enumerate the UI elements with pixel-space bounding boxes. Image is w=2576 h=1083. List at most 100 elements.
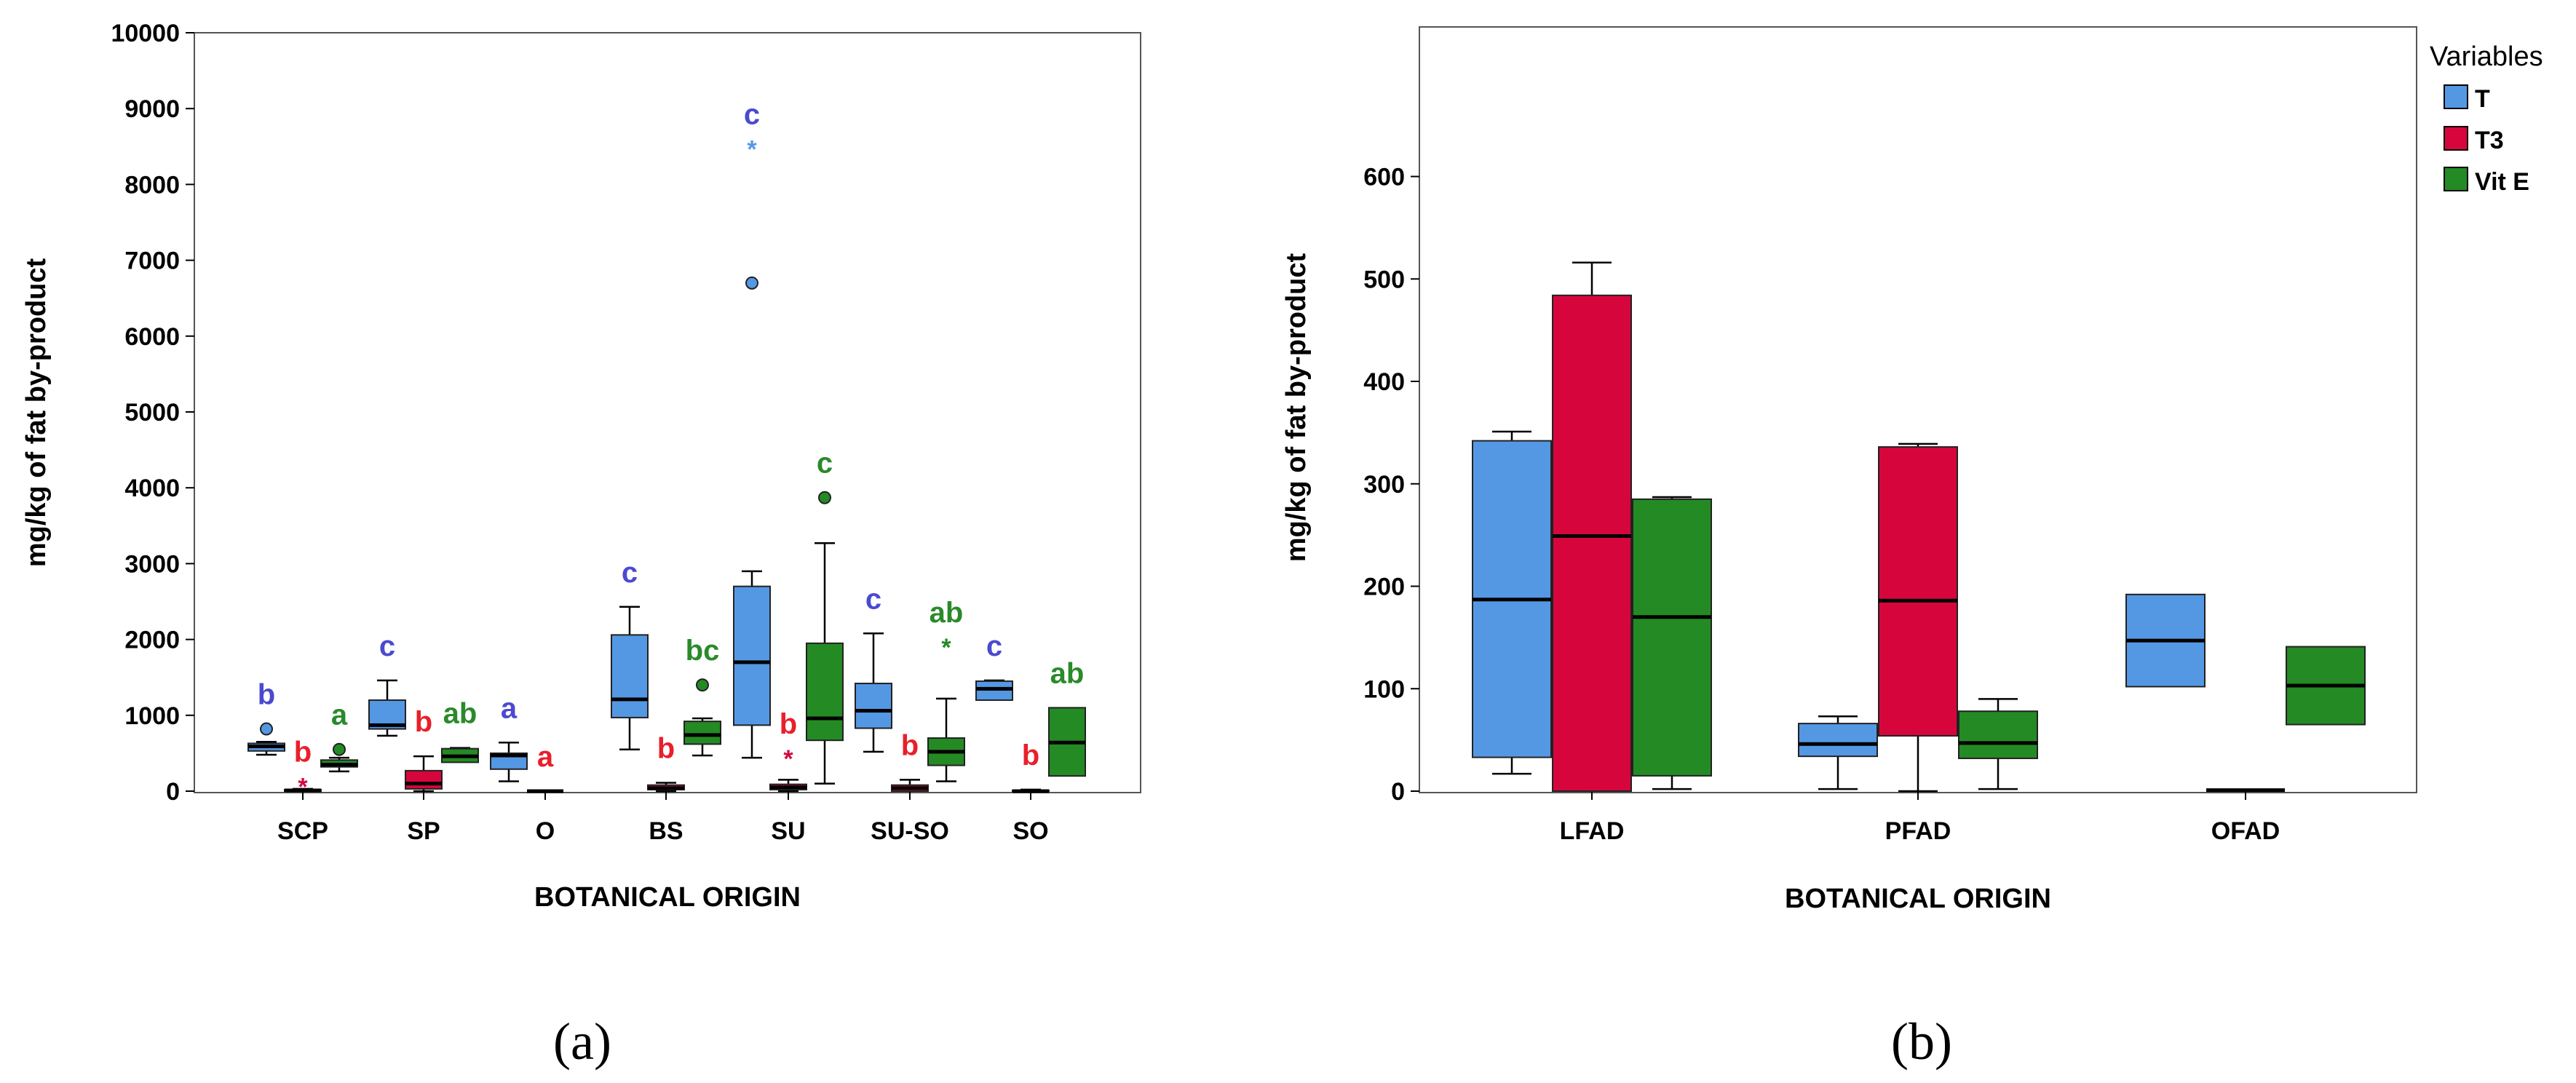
x-tick-label-o: O bbox=[536, 817, 555, 845]
legend-label-t: T bbox=[2475, 85, 2490, 113]
y-tick-label: 1000 bbox=[124, 702, 180, 730]
outlier-star: * bbox=[298, 774, 308, 801]
box-t3-bs: b bbox=[647, 733, 685, 793]
legend-title: Variables bbox=[2430, 41, 2543, 72]
box-body bbox=[1958, 710, 2038, 759]
significance-letter: b bbox=[780, 708, 797, 740]
box-t3-su-so: b bbox=[891, 729, 929, 792]
y-tick-label: 6000 bbox=[124, 323, 180, 351]
box-t-su: *c bbox=[733, 98, 771, 759]
y-tick-label: 5000 bbox=[124, 399, 180, 427]
significance-letter: a bbox=[331, 699, 348, 731]
significance-letter: c bbox=[744, 98, 760, 130]
box-t-o: a bbox=[490, 692, 528, 782]
y-tick-label: 10000 bbox=[111, 20, 180, 47]
x-tick-label-ofad: OFAD bbox=[2211, 817, 2280, 845]
box-t3-su: *b bbox=[769, 708, 807, 793]
box-body bbox=[1552, 294, 1632, 792]
significance-letter: c bbox=[622, 557, 638, 589]
panel-b-boxplot: 0 100 200 300 400 500 600 LFAD PFAD OFAD BOTANIC… bbox=[1281, 26, 2543, 1071]
outlier-circle bbox=[333, 742, 346, 756]
box-vit-e-bs: bc bbox=[683, 635, 721, 757]
panel-a-y-axis-label: mg/kg of fat by-product bbox=[21, 258, 52, 568]
panel-a-x-axis-label: BOTANICAL ORIGIN bbox=[534, 882, 801, 913]
box-t-pfad bbox=[1798, 715, 1878, 790]
panel-b-caption: (b) bbox=[1891, 1012, 1952, 1071]
y-tick-label: 3000 bbox=[124, 550, 180, 578]
significance-letter: b bbox=[1022, 739, 1039, 771]
box-t-scp: b bbox=[247, 679, 285, 756]
box-body bbox=[855, 683, 892, 729]
box-t3-so: b bbox=[1012, 739, 1050, 793]
significance-letter: b bbox=[415, 706, 432, 738]
significance-letter: b bbox=[294, 737, 312, 769]
y-tick-label: 0 bbox=[166, 778, 180, 806]
y-tick-label: 8000 bbox=[124, 171, 180, 199]
legend: Variables T T3 Vit E bbox=[2430, 41, 2543, 196]
box-vit-e-ofad bbox=[2286, 646, 2366, 726]
panel-b-x-ticks: LFAD PFAD OFAD bbox=[1560, 791, 2280, 845]
y-tick-label: 9000 bbox=[124, 95, 180, 123]
box-vit-e-pfad bbox=[1958, 698, 2038, 790]
box-body bbox=[806, 642, 844, 742]
y-tick-label: 100 bbox=[1363, 675, 1405, 703]
box-body bbox=[733, 585, 771, 726]
significance-letter: ab bbox=[443, 698, 477, 730]
x-tick-label-su: SU bbox=[771, 817, 805, 845]
significance-letter: b bbox=[258, 679, 275, 711]
panel-a-x-ticks: SCP SP O BS SU SU-SO SO bbox=[277, 791, 1049, 845]
box-t-so: c bbox=[975, 630, 1013, 701]
box-vit-e-so: ab bbox=[1048, 657, 1086, 777]
x-tick-label-so: SO bbox=[1012, 817, 1048, 845]
y-tick-label: 500 bbox=[1363, 266, 1405, 293]
box-t3-sp: b bbox=[405, 706, 443, 793]
x-tick-label-sp: SP bbox=[407, 817, 440, 845]
y-tick-label: 4000 bbox=[124, 475, 180, 502]
significance-letter: bc bbox=[686, 635, 720, 667]
legend-label-t3: T3 bbox=[2475, 127, 2504, 154]
outlier-star: * bbox=[783, 745, 793, 773]
outlier-circle bbox=[818, 491, 831, 504]
significance-letter: b bbox=[657, 733, 675, 765]
box-body bbox=[405, 769, 443, 790]
outlier-circle bbox=[745, 276, 758, 290]
box-vit-e-su: c bbox=[806, 448, 844, 785]
panel-b-boxes bbox=[1472, 261, 2366, 793]
box-body bbox=[1878, 446, 1958, 737]
significance-letter: c bbox=[986, 630, 1002, 662]
significance-letter: ab bbox=[930, 597, 964, 629]
box-t-sp: c bbox=[368, 630, 406, 737]
significance-letter: c bbox=[379, 630, 395, 662]
box-t-bs: c bbox=[611, 557, 649, 750]
panel-a-plot-area bbox=[194, 32, 1141, 793]
box-vit-e-su-so: * ab bbox=[927, 597, 965, 782]
panel-a-y-ticks: 0 1000 2000 3000 4000 5000 6000 7000 8000 9000 100… bbox=[111, 20, 194, 806]
panel-b-y-ticks: 0 100 200 300 400 500 600 bbox=[1363, 164, 1419, 806]
box-t3-pfad bbox=[1878, 443, 1958, 793]
significance-letter: c bbox=[865, 583, 881, 615]
box-body bbox=[1798, 723, 1878, 758]
panel-b-x-axis-label: BOTANICAL ORIGIN bbox=[1785, 884, 2051, 914]
y-tick-label: 400 bbox=[1363, 368, 1405, 396]
box-t3-o: a bbox=[527, 741, 563, 793]
legend-swatch-vit-e bbox=[2444, 167, 2468, 191]
significance-letter: c bbox=[817, 448, 833, 480]
panel-a-boxplot: 0 1000 2000 3000 4000 5000 6000 7000 8000 9000 100… bbox=[21, 20, 1141, 1071]
box-t3-lfad bbox=[1552, 261, 1632, 792]
box-t-lfad bbox=[1472, 430, 1552, 775]
y-tick-label: 0 bbox=[1391, 778, 1405, 806]
x-tick-label-scp: SCP bbox=[277, 817, 328, 845]
y-tick-label: 600 bbox=[1363, 164, 1405, 191]
outlier-circle bbox=[260, 722, 273, 736]
box-body bbox=[975, 680, 1013, 701]
box-vit-e-scp: a bbox=[320, 699, 358, 773]
y-tick-label: 7000 bbox=[124, 247, 180, 275]
significance-letter: a bbox=[501, 692, 518, 724]
box-t-su-so: c bbox=[855, 583, 892, 753]
x-tick-label-bs: BS bbox=[649, 817, 683, 845]
significance-letter: b bbox=[901, 729, 919, 761]
x-tick-label-pfad: PFAD bbox=[1885, 817, 1951, 845]
legend-swatch-t bbox=[2444, 84, 2468, 109]
